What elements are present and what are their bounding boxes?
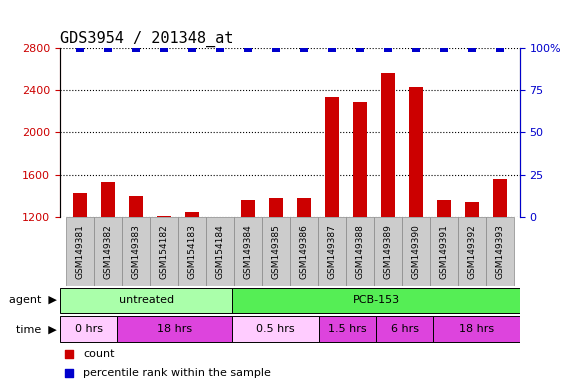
Bar	[184, 212, 199, 344]
Text: 18 hrs: 18 hrs	[459, 324, 494, 334]
Text: GSM149393: GSM149393	[496, 224, 505, 279]
Point	[271, 45, 280, 51]
Point	[327, 45, 336, 51]
Bar	[290, 217, 318, 286]
Bar	[486, 217, 514, 286]
Text: GSM149381: GSM149381	[75, 224, 84, 279]
Bar	[234, 217, 262, 286]
Bar	[269, 198, 283, 344]
Bar	[156, 216, 171, 344]
Point	[131, 45, 140, 51]
Bar	[319, 316, 376, 342]
Bar	[66, 217, 94, 286]
Bar	[232, 288, 520, 313]
Point	[299, 45, 308, 51]
Point	[355, 45, 364, 51]
Text: 0.5 hrs: 0.5 hrs	[256, 324, 295, 334]
Text: GSM149383: GSM149383	[131, 224, 140, 279]
Text: percentile rank within the sample: percentile rank within the sample	[83, 368, 271, 378]
Bar	[118, 316, 232, 342]
Text: GSM154182: GSM154182	[159, 224, 168, 279]
Point	[65, 351, 74, 357]
Bar	[437, 200, 451, 344]
Bar	[213, 217, 227, 344]
Text: count: count	[83, 349, 114, 359]
Bar	[433, 316, 520, 342]
Point	[187, 45, 196, 51]
Bar	[465, 202, 479, 344]
Bar	[376, 316, 433, 342]
Text: GSM149392: GSM149392	[468, 224, 476, 279]
Text: GDS3954 / 201348_at: GDS3954 / 201348_at	[60, 30, 234, 46]
Text: GSM149382: GSM149382	[103, 224, 112, 279]
Point	[159, 45, 168, 51]
Bar	[353, 102, 367, 344]
Bar	[178, 217, 206, 286]
Bar	[402, 217, 430, 286]
Text: GSM149386: GSM149386	[299, 224, 308, 279]
Bar	[60, 316, 118, 342]
Text: 18 hrs: 18 hrs	[157, 324, 192, 334]
Bar	[430, 217, 458, 286]
Bar	[262, 217, 290, 286]
Text: GSM149391: GSM149391	[440, 224, 448, 279]
Bar	[122, 217, 150, 286]
Point	[383, 45, 392, 51]
Point	[496, 45, 505, 51]
Bar	[318, 217, 346, 286]
Text: untreated: untreated	[119, 295, 174, 306]
Bar	[374, 217, 402, 286]
Text: GSM149390: GSM149390	[412, 224, 420, 279]
Bar	[73, 193, 87, 344]
Text: GSM149388: GSM149388	[355, 224, 364, 279]
Point	[103, 45, 112, 51]
Text: 1.5 hrs: 1.5 hrs	[328, 324, 367, 334]
Text: agent  ▶: agent ▶	[9, 295, 57, 306]
Text: time  ▶: time ▶	[17, 324, 57, 334]
Point	[75, 45, 84, 51]
Point	[468, 45, 477, 51]
Bar	[128, 196, 143, 344]
Bar	[241, 200, 255, 344]
Point	[65, 370, 74, 376]
Bar	[150, 217, 178, 286]
Bar	[94, 217, 122, 286]
Text: PCB-153: PCB-153	[352, 295, 400, 306]
Bar	[232, 316, 319, 342]
Text: GSM154184: GSM154184	[215, 224, 224, 279]
Bar	[409, 87, 423, 344]
Text: GSM149384: GSM149384	[243, 224, 252, 279]
Point	[439, 45, 448, 51]
Point	[411, 45, 420, 51]
Text: GSM149387: GSM149387	[327, 224, 336, 279]
Bar	[346, 217, 374, 286]
Text: GSM149389: GSM149389	[383, 224, 392, 279]
Text: GSM149385: GSM149385	[271, 224, 280, 279]
Bar	[458, 217, 486, 286]
Bar	[381, 73, 395, 344]
Text: 6 hrs: 6 hrs	[391, 324, 419, 334]
Bar	[206, 217, 234, 286]
Point	[215, 45, 224, 51]
Bar	[493, 179, 507, 344]
Bar	[100, 182, 115, 344]
Point	[243, 45, 252, 51]
Text: GSM154183: GSM154183	[187, 224, 196, 279]
Bar	[60, 288, 232, 313]
Bar	[325, 97, 339, 344]
Bar	[297, 198, 311, 344]
Text: 0 hrs: 0 hrs	[75, 324, 103, 334]
